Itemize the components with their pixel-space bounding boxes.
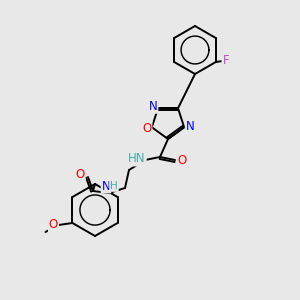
Text: N: N	[186, 120, 194, 133]
Text: N: N	[102, 179, 110, 193]
Text: O: O	[142, 122, 152, 135]
Text: H: H	[110, 181, 118, 191]
Text: O: O	[177, 154, 187, 166]
Text: O: O	[49, 218, 58, 232]
Text: N: N	[148, 100, 158, 113]
Text: O: O	[75, 169, 85, 182]
Text: F: F	[223, 55, 229, 68]
Text: HN: HN	[128, 152, 146, 166]
